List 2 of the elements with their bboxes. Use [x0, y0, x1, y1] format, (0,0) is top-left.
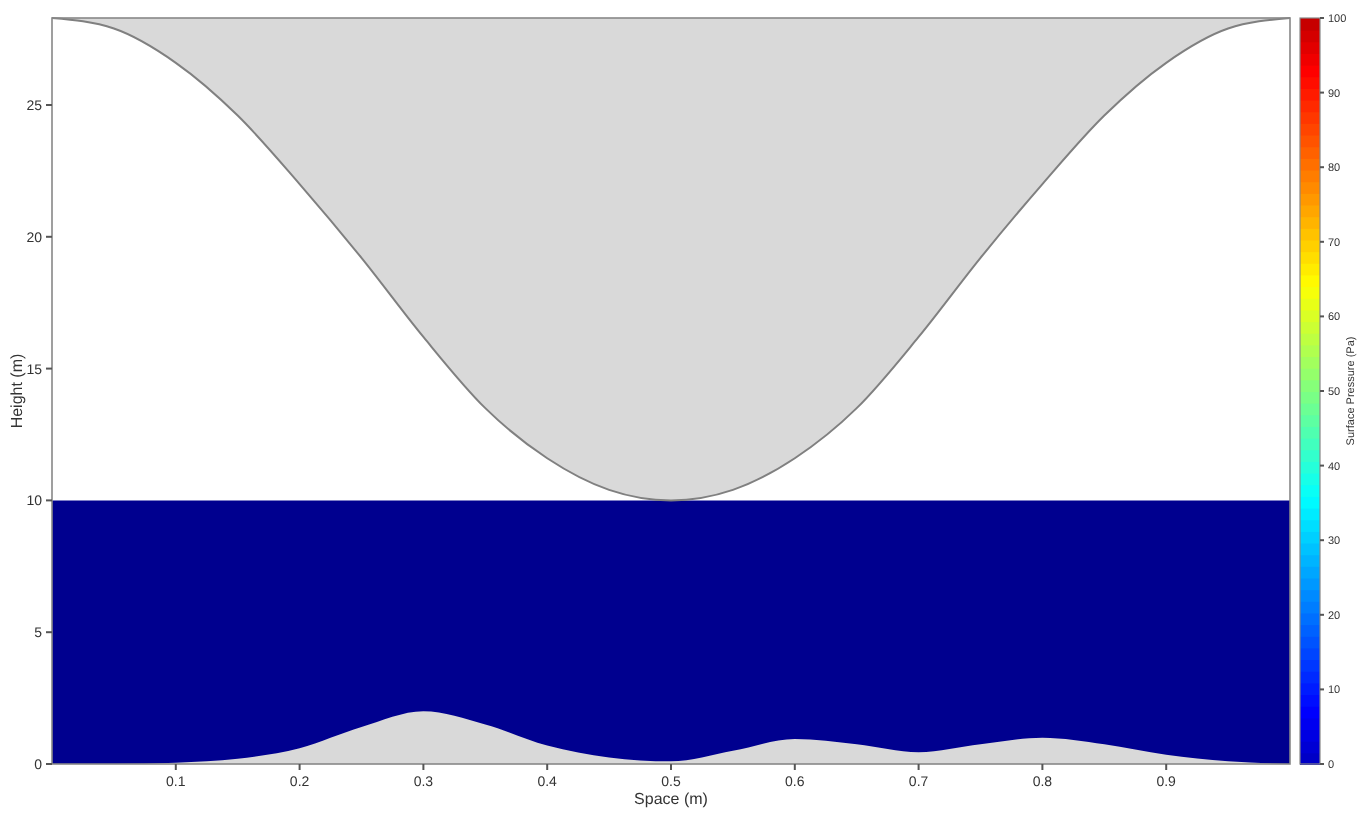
- x-axis-title: Space (m): [634, 790, 709, 808]
- y-axis-title: Height (m): [8, 352, 26, 429]
